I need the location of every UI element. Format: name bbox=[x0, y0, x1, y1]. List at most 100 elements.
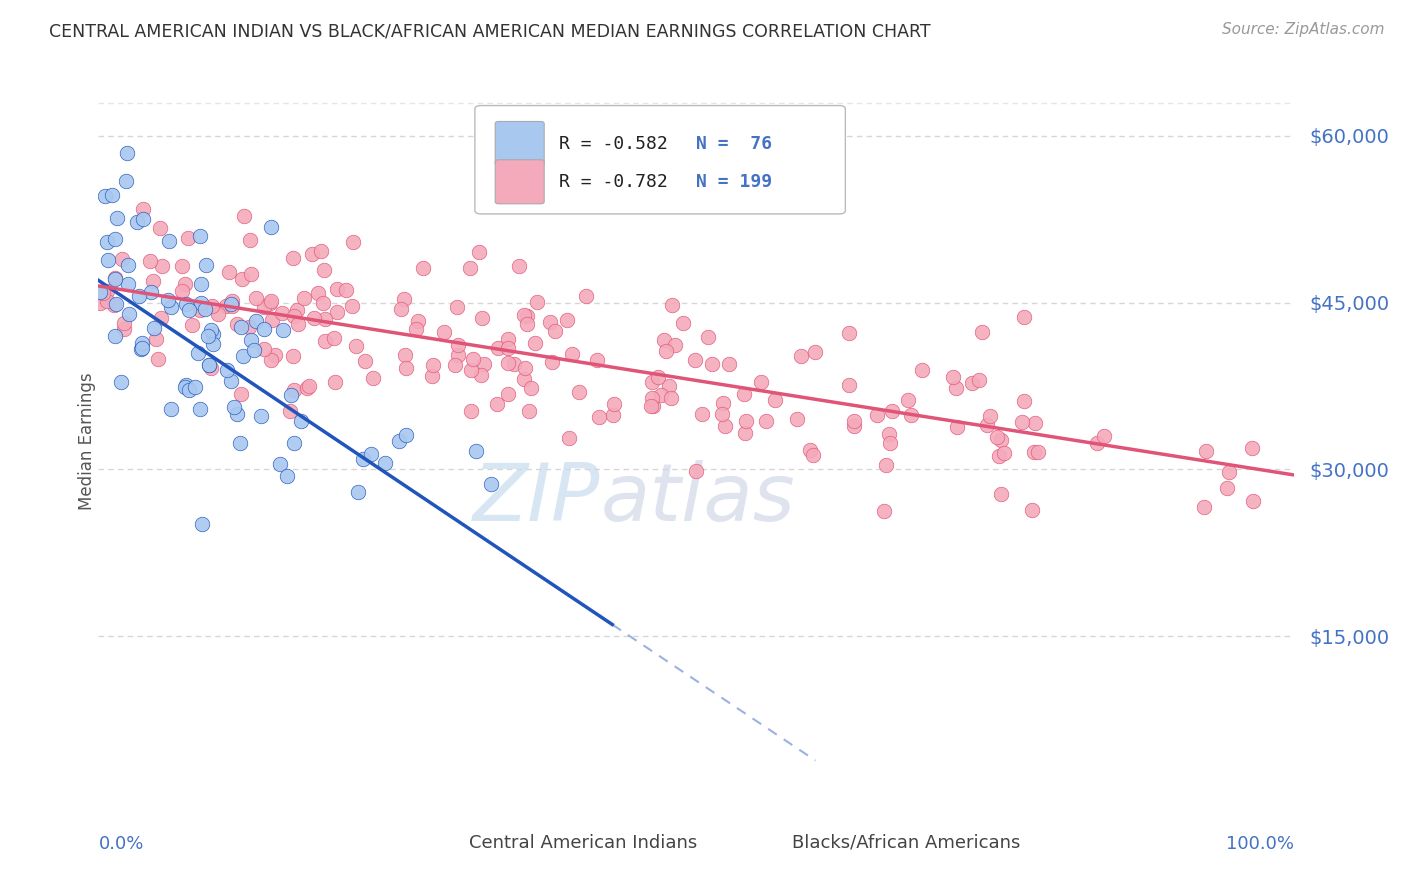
Point bbox=[221, 293, 243, 308]
Point bbox=[290, 414, 312, 428]
FancyBboxPatch shape bbox=[429, 830, 467, 858]
Point bbox=[214, 298, 236, 312]
Point bbox=[139, 285, 162, 300]
Point bbox=[150, 259, 173, 273]
Point bbox=[249, 409, 271, 424]
Point bbox=[326, 282, 349, 296]
Point bbox=[105, 297, 128, 311]
Point bbox=[245, 314, 267, 328]
Point bbox=[842, 419, 865, 434]
Point bbox=[360, 447, 382, 461]
Point bbox=[278, 404, 301, 418]
Point bbox=[117, 258, 139, 272]
Point bbox=[844, 414, 866, 428]
Point bbox=[960, 376, 983, 390]
Point bbox=[1012, 310, 1035, 324]
Point bbox=[194, 301, 217, 316]
Point bbox=[543, 324, 565, 338]
Point bbox=[323, 331, 346, 345]
Point bbox=[238, 319, 260, 334]
Point bbox=[344, 339, 367, 353]
Point bbox=[461, 351, 484, 366]
Point bbox=[202, 337, 225, 351]
Point bbox=[131, 341, 153, 355]
Point bbox=[301, 247, 323, 261]
Text: 100.0%: 100.0% bbox=[1226, 835, 1294, 854]
Point bbox=[392, 293, 415, 307]
Point bbox=[655, 344, 678, 359]
Point bbox=[273, 323, 295, 337]
Point bbox=[513, 360, 536, 375]
Point bbox=[190, 277, 212, 291]
Point bbox=[221, 299, 243, 313]
Point bbox=[1192, 500, 1215, 515]
Point bbox=[239, 233, 262, 247]
Point bbox=[897, 392, 920, 407]
Point bbox=[879, 426, 901, 441]
Point bbox=[734, 425, 756, 440]
Point bbox=[652, 333, 675, 347]
Point bbox=[170, 284, 193, 298]
Point bbox=[280, 387, 302, 401]
Point bbox=[191, 516, 214, 531]
Point bbox=[481, 477, 503, 491]
Point bbox=[942, 369, 965, 384]
Point bbox=[131, 202, 153, 216]
Point bbox=[641, 391, 664, 405]
Point bbox=[711, 396, 734, 410]
Point bbox=[188, 401, 211, 416]
Point bbox=[229, 435, 252, 450]
Point bbox=[314, 312, 336, 326]
Point bbox=[588, 409, 610, 424]
Point bbox=[575, 289, 598, 303]
Point bbox=[260, 313, 283, 327]
Point bbox=[298, 379, 321, 393]
Point bbox=[661, 392, 683, 406]
Point bbox=[270, 306, 292, 320]
Point bbox=[586, 353, 609, 368]
Point bbox=[1092, 429, 1115, 443]
Point bbox=[188, 303, 211, 318]
FancyBboxPatch shape bbox=[752, 830, 789, 858]
Point bbox=[755, 414, 778, 428]
Point bbox=[219, 374, 242, 388]
Point bbox=[128, 289, 150, 303]
Text: ZIP: ZIP bbox=[472, 460, 600, 539]
Point bbox=[641, 399, 664, 413]
Point bbox=[139, 253, 162, 268]
Point bbox=[115, 146, 138, 161]
Point bbox=[866, 408, 889, 422]
Point bbox=[969, 373, 991, 387]
Point bbox=[702, 357, 724, 371]
Point bbox=[240, 267, 263, 281]
Point bbox=[602, 408, 624, 422]
Point bbox=[200, 323, 222, 337]
Point bbox=[112, 322, 135, 336]
Text: R = -0.782: R = -0.782 bbox=[558, 173, 668, 191]
Point bbox=[388, 434, 411, 448]
Point bbox=[283, 349, 305, 363]
Point bbox=[103, 298, 125, 312]
Text: R = -0.582: R = -0.582 bbox=[558, 135, 668, 153]
Point bbox=[240, 333, 263, 347]
Point bbox=[97, 253, 120, 268]
Point bbox=[993, 446, 1015, 460]
Point bbox=[786, 412, 808, 426]
Point bbox=[972, 326, 994, 340]
Point bbox=[129, 342, 152, 356]
Point bbox=[734, 414, 756, 428]
Point bbox=[875, 458, 897, 472]
Point bbox=[103, 232, 125, 246]
Point bbox=[312, 295, 335, 310]
Point bbox=[568, 385, 591, 400]
Point bbox=[412, 261, 434, 276]
Text: Source: ZipAtlas.com: Source: ZipAtlas.com bbox=[1222, 22, 1385, 37]
Point bbox=[513, 308, 536, 322]
Text: Central American Indians: Central American Indians bbox=[470, 833, 697, 852]
Point bbox=[104, 272, 127, 286]
Point bbox=[361, 371, 384, 385]
Point bbox=[295, 381, 318, 395]
Point bbox=[987, 449, 1010, 463]
Point bbox=[516, 318, 538, 332]
Point bbox=[326, 304, 349, 318]
